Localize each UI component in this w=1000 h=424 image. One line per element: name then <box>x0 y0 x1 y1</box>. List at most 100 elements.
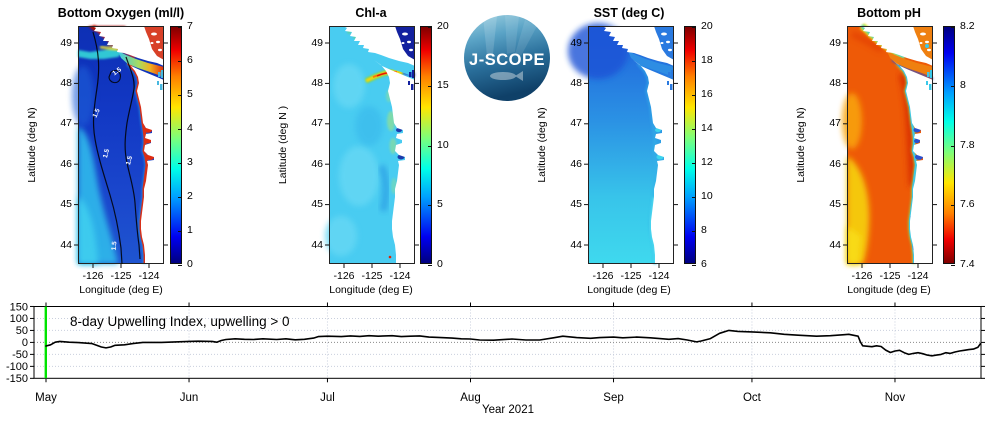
colorbar-tick <box>692 60 696 62</box>
lat-tick-label: 44 <box>60 238 72 251</box>
logo-fish-icon <box>490 72 516 80</box>
colorbar-tick-label: 8 <box>701 223 707 236</box>
lat-tick-label: 46 <box>60 157 72 170</box>
colorbar-tick <box>428 264 432 266</box>
colorbar-tick <box>178 26 182 28</box>
jscope-logo: J-SCOPE <box>463 14 551 102</box>
logo-fish-tail-icon <box>515 71 523 81</box>
colorbar-tick <box>692 128 696 130</box>
colorbar-bottom-ph <box>943 26 955 266</box>
lat-tick-label: 46 <box>570 157 582 170</box>
panel-title-bottom-ph: Bottom pH <box>857 6 921 20</box>
lat-tick-label: 45 <box>311 198 323 211</box>
colorbar-tick-label: 8 <box>960 79 966 91</box>
y-tick-label: 0 <box>22 337 28 349</box>
panel-title-bottom-oxygen: Bottom Oxygen (ml/l) <box>57 6 185 20</box>
colorbar-tick <box>951 205 955 206</box>
lon-tick-label: -125 <box>361 270 383 282</box>
colorbar-tick <box>178 264 182 266</box>
y-tick-label: 150 <box>10 301 28 313</box>
xlabel-panel-4: Longitude (deg E) <box>847 284 931 296</box>
colorbar-tick-label: 20 <box>437 19 449 32</box>
colorbar-tick-label: 15 <box>437 79 449 91</box>
colorbar-tick-label: 2 <box>187 189 193 202</box>
lon-tick-label: -126 <box>333 270 355 282</box>
colorbar-tick <box>951 264 955 266</box>
lon-tick-label: -124 <box>389 270 411 282</box>
y-tick-label: -150 <box>6 373 28 385</box>
map-chl-a <box>325 26 419 268</box>
colorbar-tick-label: 18 <box>701 53 713 66</box>
lat-tick-label: 49 <box>311 36 323 49</box>
lon-tick-label: -126 <box>82 270 104 282</box>
lat-tick-label: 46 <box>311 157 323 170</box>
lon-tick-label: -124 <box>138 270 160 282</box>
oxygen-contour-label: 1.5 <box>111 241 119 251</box>
colorbar-tick <box>428 145 432 147</box>
colorbar-tick-label: 7.4 <box>960 257 975 270</box>
lat-tick-label: 48 <box>829 76 841 89</box>
month-tick-label: Oct <box>743 392 762 404</box>
colorbar-sst <box>684 26 696 266</box>
lat-tick-label: 45 <box>829 198 841 211</box>
panel-title-sst: SST (deg C) <box>593 6 665 20</box>
colorbar-bottom-oxygen <box>170 26 182 266</box>
colorbar-tick <box>692 230 696 232</box>
colorbar-tick-label: 16 <box>701 87 713 100</box>
upwelling-index-line <box>45 329 982 357</box>
month-tick-label: May <box>35 392 57 404</box>
y-tick-label: -100 <box>6 361 28 373</box>
lat-tick-label: 44 <box>829 238 841 251</box>
lat-tick-label: 48 <box>311 76 323 89</box>
colorbar-tick-label: 3 <box>187 155 193 168</box>
lat-tick-label: 49 <box>570 36 582 49</box>
lat-tick-label: 48 <box>570 76 582 89</box>
colorbar-tick <box>692 196 696 198</box>
ylabel-panel-2: Latitude (deg N ) <box>277 105 289 185</box>
colorbar-tick <box>692 264 696 266</box>
month-tick-label: Aug <box>460 392 480 404</box>
logo-circle <box>464 15 550 101</box>
colorbar-tick-label: 7.6 <box>960 198 975 210</box>
colorbar-tick <box>428 205 432 206</box>
colorbar-tick-label: 12 <box>701 155 713 168</box>
colorbar-tick <box>178 162 182 164</box>
month-tick-label: Nov <box>885 392 906 404</box>
panel-title-chl-a: Chl-a <box>355 6 387 20</box>
month-tick-label: Jun <box>180 392 199 404</box>
colorbar-tick-label: 20 <box>701 19 713 32</box>
colorbar-tick <box>428 26 432 28</box>
logo-lightray-icon <box>505 14 519 54</box>
colorbar-tick-label: 7 <box>187 19 193 32</box>
ylabel-panel-1: Latitude (deg N) <box>26 107 38 183</box>
lat-tick-label: 45 <box>60 198 72 211</box>
colorbar-tick-label: 0 <box>437 257 443 270</box>
colorbar-tick <box>178 128 182 130</box>
colorbar-tick-label: 10 <box>701 189 713 202</box>
lon-tick-label: -124 <box>907 270 929 282</box>
lon-tick-label: -125 <box>879 270 901 282</box>
colorbar-tick <box>178 230 182 232</box>
lat-tick-label: 48 <box>60 76 72 89</box>
logo-text: J-SCOPE <box>469 51 545 69</box>
map-sst <box>568 23 678 268</box>
colorbar-tick-label: 5 <box>187 87 193 100</box>
y-tick-label: -50 <box>12 349 28 361</box>
colorbar-tick-label: 10 <box>437 138 449 151</box>
colorbar-tick-label: 7.8 <box>960 138 975 151</box>
colorbar-tick <box>951 26 955 28</box>
colorbar-tick-label: 8.2 <box>960 19 975 32</box>
lat-tick-label: 47 <box>829 117 841 130</box>
colorbar-tick-label: 1 <box>187 223 193 236</box>
colorbar-tick <box>692 26 696 28</box>
colorbar-tick <box>178 94 182 96</box>
xlabel-panel-2: Longitude (deg E) <box>329 284 413 296</box>
chart-annotation: 8-day Upwelling Index, upwelling > 0 <box>70 314 290 329</box>
lon-tick-label: -124 <box>648 270 670 282</box>
colorbar-tick <box>692 162 696 164</box>
y-tick-label: 50 <box>16 325 28 337</box>
y-tick-label: 100 <box>10 313 28 325</box>
oxygen-contour-label: 1.5 <box>92 107 102 118</box>
lon-tick-label: -126 <box>592 270 614 282</box>
